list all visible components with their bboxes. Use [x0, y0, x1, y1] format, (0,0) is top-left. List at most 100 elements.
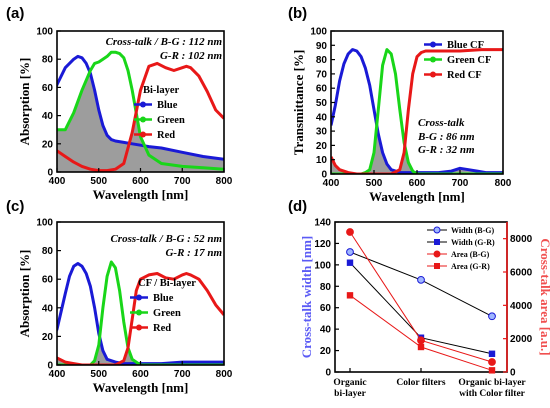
legend: Blue CF Green CF Red CF	[424, 40, 491, 81]
category-label: Organic bi-layer	[458, 378, 526, 388]
y2-tick-label: 0	[510, 368, 516, 379]
cross-talk-annotation: G-R : 32 nm	[418, 144, 475, 156]
panel-c: 400 500 600 700 800 0 20 40 60 80 100 Wavelength [n…	[6, 198, 233, 395]
y-tick-label: 10	[316, 155, 328, 166]
data-point	[346, 292, 354, 299]
cross-talk-annotation: G-R : 102 nm	[160, 50, 222, 62]
y-tick-label: 0	[47, 168, 53, 179]
y-tick-label: 100	[310, 27, 327, 38]
y-tick-label: 50	[316, 98, 328, 109]
panel-a: 400 500 600 700 800 0 20 40 60 80 100 Wavelength [n…	[6, 5, 233, 202]
series-line-red	[57, 272, 224, 365]
y-tick-label: 100	[36, 27, 53, 38]
y-tick-label: 60	[320, 303, 332, 314]
legend-label: Red	[153, 323, 171, 334]
y-tick-label: 100	[36, 218, 53, 229]
data-point	[346, 228, 354, 236]
x-tick-label: 800	[216, 176, 233, 187]
legend-marker	[430, 56, 436, 63]
y-tick-label: 40	[42, 303, 54, 314]
panel-label: (b)	[288, 5, 307, 22]
legend: Width (B-G) Width (G-R) Area (B-G) Area (G-…	[427, 226, 495, 271]
y-tick-label: 90	[316, 41, 328, 52]
y-tick-label: 80	[316, 55, 328, 66]
overlap-area	[331, 126, 503, 174]
y-tick-label: 20	[42, 139, 54, 150]
y-tick-label: 40	[42, 111, 54, 122]
legend-label: Blue	[157, 100, 178, 111]
y-tick-label: 20	[316, 141, 328, 152]
x-tick-label: 800	[216, 369, 233, 380]
legend-label: Area (G-R)	[451, 262, 490, 271]
legend-marker	[136, 294, 142, 301]
y2-axis-title: Cross-talk area [a.u.]	[538, 238, 550, 355]
series-line-area-g-r-	[349, 294, 493, 371]
data-point	[488, 367, 496, 374]
data-point	[346, 248, 354, 256]
panel-label: (a)	[6, 5, 24, 22]
panel-b: 400 500 600 700 800 0 10 20 30 40 50 60 70 80 90 100 Wav…	[288, 5, 512, 204]
series-line-green-cf	[331, 48, 503, 174]
series-line-green	[57, 260, 224, 365]
y-tick-label: 80	[320, 282, 332, 293]
x-tick-label: 700	[174, 176, 191, 187]
cross-talk-annotation: G-R : 17 nm	[165, 247, 222, 259]
y-tick-label: 0	[325, 368, 331, 379]
legend-marker	[430, 41, 436, 48]
series-line-blue-cf	[331, 48, 503, 174]
data-point	[417, 275, 425, 284]
legend-marker	[433, 226, 441, 234]
legend-label: Blue CF	[447, 40, 484, 51]
legend-label: Width (B-G)	[451, 226, 495, 235]
y-axis-title: Absorption [%]	[17, 58, 32, 146]
y2-tick-label: 6000	[510, 268, 533, 279]
y-tick-label: 40	[316, 112, 328, 123]
legend-marker	[136, 309, 142, 316]
y-tick-label: 80	[42, 55, 54, 66]
x-axis-title: Wavelength [nm]	[369, 189, 465, 204]
y-axis-title: Absorption [%]	[17, 250, 32, 338]
x-tick-label: 400	[323, 178, 340, 189]
x-tick-label: 500	[90, 176, 107, 187]
legend: Bi-layer Blue Green Red	[134, 85, 185, 141]
series-line-red	[57, 61, 224, 172]
panel-label: (c)	[6, 198, 24, 215]
x-tick-label: 500	[366, 178, 383, 189]
legend-label: Green CF	[447, 55, 491, 66]
y2-tick-label: 4000	[510, 301, 533, 312]
legend-label: Area (B-G)	[451, 250, 490, 259]
y-tick-label: 140	[314, 218, 331, 229]
y-tick-label: 60	[316, 84, 328, 95]
y-axis-title: Cross-talk width [nm]	[299, 236, 314, 359]
cross-talk-annotation: Cross-talk	[418, 117, 465, 129]
legend-marker	[140, 116, 146, 123]
panel-label: (d)	[288, 198, 307, 215]
legend-label: Green	[157, 115, 185, 126]
x-axis-title: Wavelength [nm]	[93, 380, 189, 395]
y-tick-label: 100	[314, 260, 331, 271]
cross-talk-annotation: Cross-talk / B-G : 112 nm	[106, 36, 223, 48]
category-label: bi-layer	[334, 389, 366, 399]
series-line-blue	[57, 54, 224, 161]
data-point	[417, 336, 425, 345]
legend: CF / Bi-layer Blue Green Red	[130, 278, 196, 334]
x-tick-label: 500	[90, 369, 107, 380]
cross-talk-annotation: B-G : 86 nm	[417, 131, 475, 143]
y-tick-label: 20	[320, 346, 332, 357]
legend-title: CF / Bi-layer	[138, 278, 196, 289]
legend-label: Width (G-R)	[451, 238, 495, 247]
overlap-area	[57, 72, 224, 172]
x-tick-label: 400	[49, 369, 66, 380]
y-tick-label: 60	[42, 83, 54, 94]
legend-marker	[430, 71, 436, 78]
category-label: Organic	[333, 378, 366, 388]
x-tick-label: 400	[49, 176, 66, 187]
x-tick-label: 700	[174, 369, 191, 380]
data-point	[417, 343, 425, 351]
panel-d: 0 20 40 60 80 100 120 140 0 2000 4000 6000 8000 Organ…	[288, 198, 550, 399]
data-point	[488, 312, 496, 321]
y2-tick-label: 8000	[510, 234, 533, 245]
y-tick-label: 60	[42, 275, 54, 286]
category-label: with Color filter	[459, 389, 526, 399]
